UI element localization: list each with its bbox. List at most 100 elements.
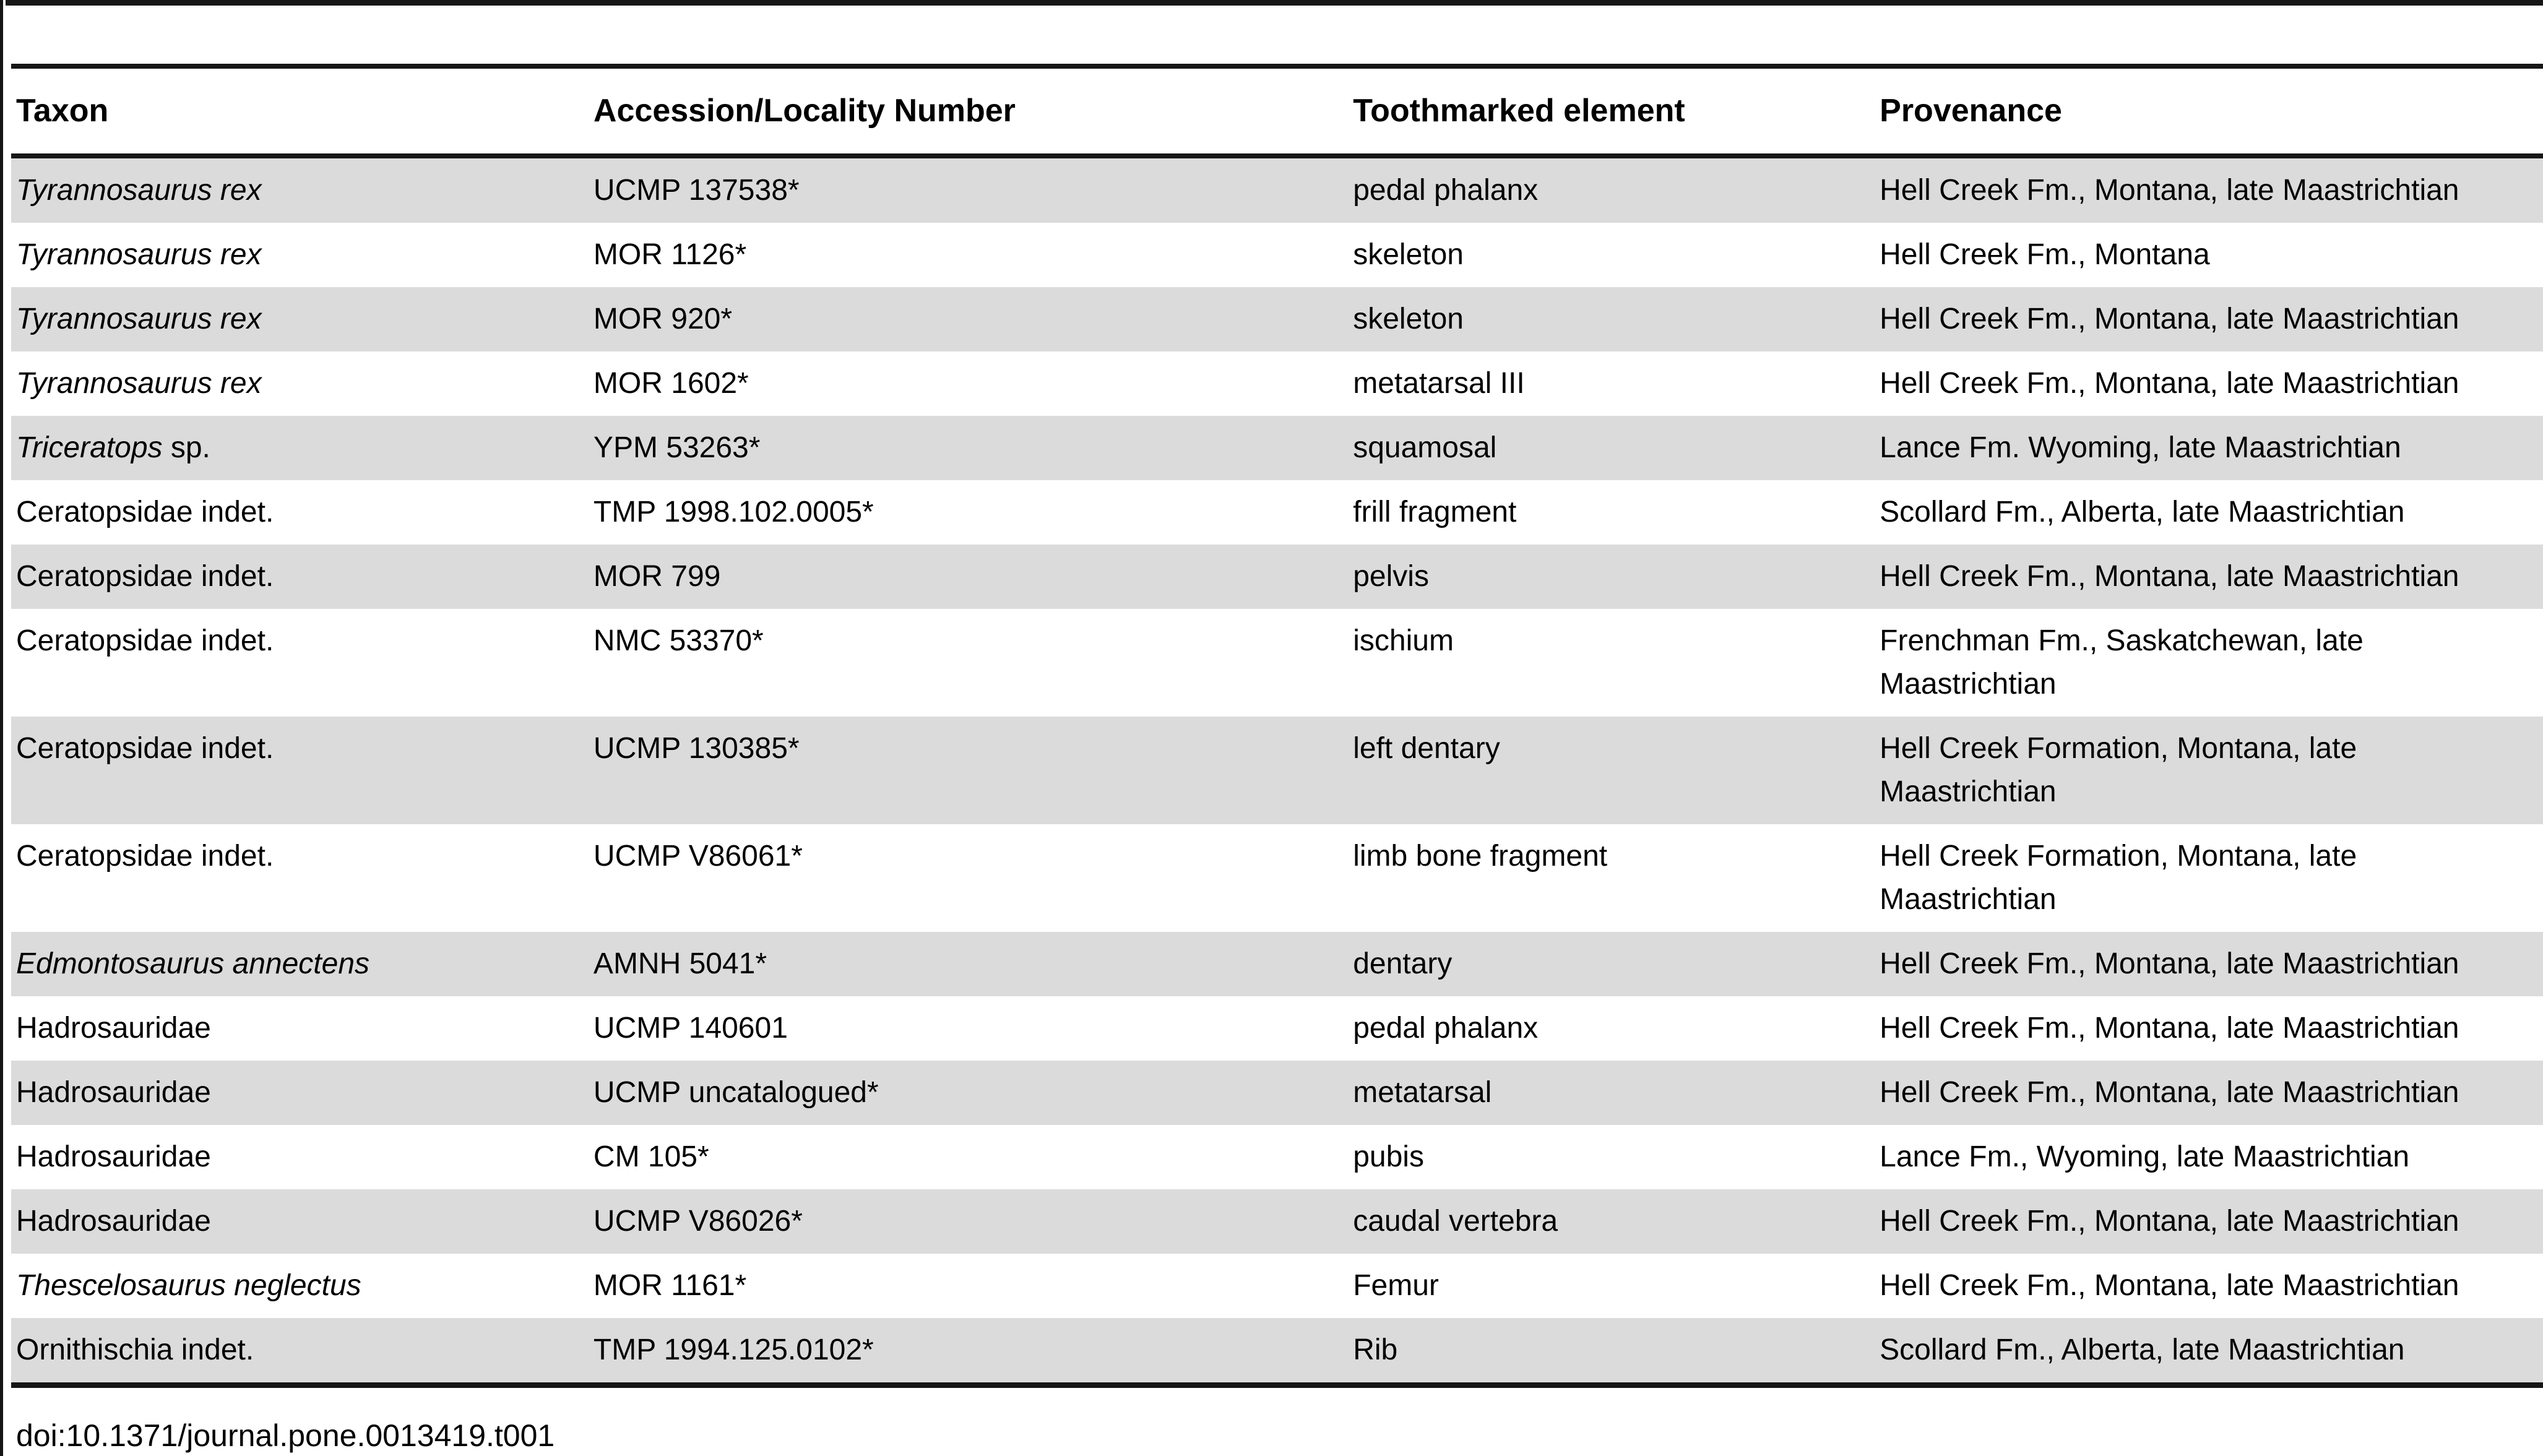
table-row: Triceratops sp. YPM 53263* squamosal Lan… [11,416,2543,480]
table-row: Ceratopsidae indet. TMP 1998.102.0005* f… [11,480,2543,545]
taxon-suffix: Hadrosauridae [16,1076,211,1109]
table-row: Hadrosauridae UCMP V86026* caudal verteb… [11,1189,2543,1254]
provenance-cell: Hell Creek Fm., Montana, late Maastricht… [1880,1205,2459,1238]
table-container: Taxon Accession/Locality Number Toothmar… [11,0,2543,1455]
taxon-name: Tyrannosaurus rex [16,174,262,207]
taxon-cell: Tyrannosaurus rex [11,287,594,351]
accession-cell: YPM 53263* [593,431,761,464]
doi-caption: doi:10.1371/journal.pone.0013419.t001 [16,1418,555,1453]
element-cell: ischium [1353,624,1454,657]
element-cell: left dentary [1353,732,1500,765]
taxon-name: Tyrannosaurus rex [16,238,262,271]
table-row: Tyrannosaurus rex UCMP 137538* pedal pha… [11,156,2543,223]
element-cell: limb bone fragment [1353,840,1608,872]
accession-cell: MOR 1161* [593,1269,747,1302]
table-row: Hadrosauridae UCMP 140601 pedal phalanx … [11,996,2543,1061]
taxon-cell: Hadrosauridae [11,1125,594,1189]
taxon-suffix: Ceratopsidae indet. [16,624,274,657]
provenance-cell: Hell Creek Fm., Montana, late Maastricht… [1880,303,2459,335]
taxon-cell: Thescelosaurus neglectus [11,1254,594,1318]
taxon-cell: Triceratops sp. [11,416,594,480]
taxon-suffix: Ceratopsidae indet. [16,560,274,593]
element-cell: skeleton [1353,303,1464,335]
provenance-cell: Hell Creek Fm., Montana, late Maastricht… [1880,947,2459,980]
provenance-cell: Lance Fm., Wyoming, late Maastrichtian [1880,1140,2410,1173]
header-row: Taxon Accession/Locality Number Toothmar… [11,66,2543,158]
accession-cell: TMP 1994.125.0102* [593,1333,874,1366]
taxon-cell: Ceratopsidae indet. [11,609,594,717]
taxon-cell: Ceratopsidae indet. [11,545,594,609]
element-cell: metatarsal III [1353,367,1525,400]
accession-cell: MOR 920* [593,303,733,335]
element-cell: pubis [1353,1140,1424,1173]
taxon-cell: Ceratopsidae indet. [11,480,594,545]
provenance-cell: Hell Creek Fm., Montana, late Maastricht… [1880,367,2459,400]
table-row: Ceratopsidae indet. NMC 53370* ischium F… [11,609,2543,717]
accession-cell: UCMP V86026* [593,1205,803,1238]
taxon-cell: Tyrannosaurus rex [11,351,594,416]
provenance-cell: Hell Creek Fm., Montana, late Maastricht… [1880,1012,2459,1045]
provenance-cell: Scollard Fm., Alberta, late Maastrichtia… [1880,1333,2405,1366]
column-header-taxon: Taxon [11,66,594,158]
specimen-table: Taxon Accession/Locality Number Toothmar… [11,64,2543,1388]
table-row: Tyrannosaurus rex MOR 920* skeleton Hell… [11,287,2543,351]
accession-cell: UCMP 130385* [593,732,800,765]
accession-cell: MOR 1602* [593,367,749,400]
element-cell: pedal phalanx [1353,1012,1539,1045]
accession-cell: AMNH 5041* [593,947,767,980]
accession-cell: CM 105* [593,1140,709,1173]
accession-cell: MOR 1126* [593,238,747,271]
page-left-border [0,0,3,1456]
taxon-cell: Hadrosauridae [11,996,594,1061]
provenance-cell: Hell Creek Fm., Montana [1880,238,2210,271]
taxon-suffix: Ceratopsidae indet. [16,496,274,528]
taxon-cell: Hadrosauridae [11,1189,594,1254]
accession-cell: UCMP V86061* [593,840,803,872]
table-row: Ceratopsidae indet. UCMP 130385* left de… [11,717,2543,824]
provenance-cell: Hell Creek Fm., Montana, late Maastricht… [1880,1269,2459,1302]
provenance-cell: Hell Creek Fm., Montana, late Maastricht… [1880,174,2459,207]
taxon-name: Tyrannosaurus rex [16,303,262,335]
provenance-cell: Lance Fm. Wyoming, late Maastrichtian [1880,431,2401,464]
taxon-suffix: Ceratopsidae indet. [16,840,274,872]
accession-cell: UCMP 137538* [593,174,800,207]
column-header-provenance: Provenance [1880,66,2543,158]
column-header-element: Toothmarked element [1353,66,1880,158]
table-row: Ornithischia indet. TMP 1994.125.0102* R… [11,1318,2543,1385]
taxon-cell: Tyrannosaurus rex [11,156,594,223]
taxon-name: Triceratops [16,431,163,464]
element-cell: Femur [1353,1269,1439,1302]
table-row: Tyrannosaurus rex MOR 1602* metatarsal I… [11,351,2543,416]
accession-cell: NMC 53370* [593,624,764,657]
taxon-name: Tyrannosaurus rex [16,367,262,400]
accession-cell: MOR 799 [593,560,721,593]
page-top-rule [6,0,2543,6]
taxon-cell: Ceratopsidae indet. [11,717,594,824]
taxon-cell: Hadrosauridae [11,1061,594,1125]
element-cell: frill fragment [1353,496,1517,528]
taxon-cell: Ornithischia indet. [11,1318,594,1385]
table-row: Ceratopsidae indet. MOR 799 pelvis Hell … [11,545,2543,609]
column-header-accession: Accession/Locality Number [593,66,1354,158]
element-cell: Rib [1353,1333,1398,1366]
element-cell: dentary [1353,947,1453,980]
taxon-suffix: Hadrosauridae [16,1012,211,1045]
taxon-name: Edmontosaurus annectens [16,947,370,980]
table-row: Thescelosaurus neglectus MOR 1161* Femur… [11,1254,2543,1318]
element-cell: pelvis [1353,560,1429,593]
table-row: Edmontosaurus annectens AMNH 5041* denta… [11,932,2543,996]
provenance-cell: Scollard Fm., Alberta, late Maastrichtia… [1880,496,2405,528]
provenance-cell: Hell Creek Formation, Montana, late Maas… [1880,840,2357,916]
table-row: Ceratopsidae indet. UCMP V86061* limb bo… [11,824,2543,932]
table-row: Hadrosauridae CM 105* pubis Lance Fm., W… [11,1125,2543,1189]
provenance-cell: Frenchman Fm., Saskatchewan, late Maastr… [1880,624,2364,700]
taxon-name: Thescelosaurus neglectus [16,1269,361,1302]
taxon-suffix: Hadrosauridae [16,1140,211,1173]
element-cell: squamosal [1353,431,1497,464]
taxon-suffix: Ceratopsidae indet. [16,732,274,765]
element-cell: caudal vertebra [1353,1205,1558,1238]
taxon-cell: Edmontosaurus annectens [11,932,594,996]
taxon-cell: Ceratopsidae indet. [11,824,594,932]
element-cell: metatarsal [1353,1076,1492,1109]
element-cell: pedal phalanx [1353,174,1539,207]
